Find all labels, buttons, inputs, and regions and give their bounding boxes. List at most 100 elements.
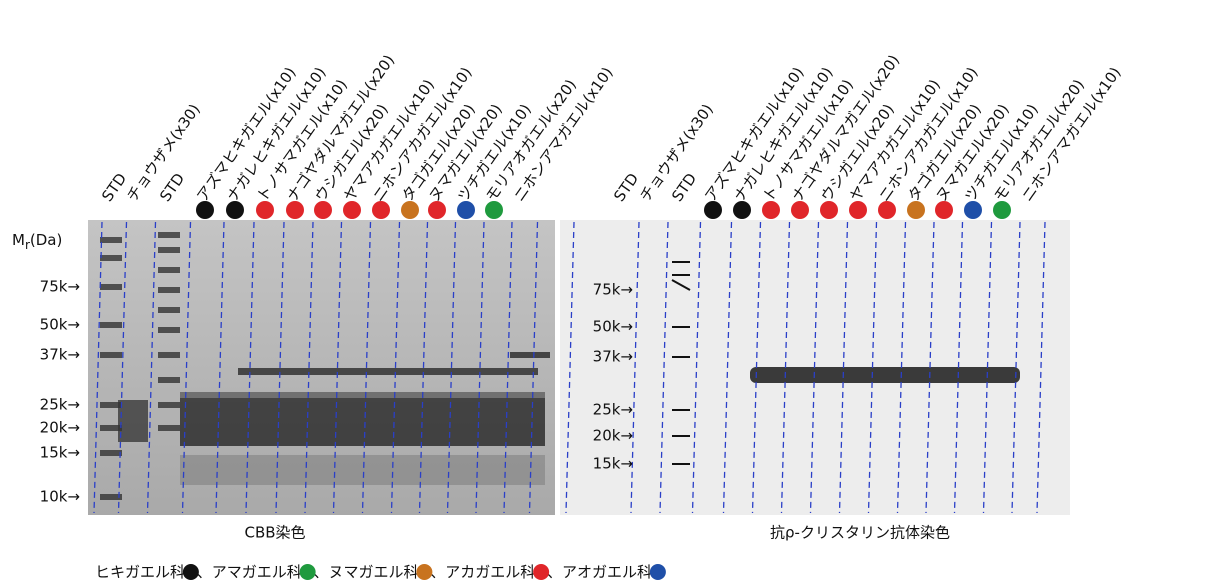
species-dot — [286, 201, 304, 219]
lane-divider — [925, 221, 935, 514]
ladder-band — [100, 402, 122, 408]
ladder-band — [158, 247, 180, 253]
lane-divider — [528, 221, 539, 514]
legend-name: アマガエル科 — [212, 563, 302, 581]
lane-label: STD — [610, 170, 642, 205]
marker-label: 25k→ — [593, 401, 633, 419]
lane-divider — [446, 221, 457, 514]
lane-divider — [275, 221, 285, 514]
ladder-band — [158, 352, 180, 358]
species-dot — [704, 201, 722, 219]
std-ladder — [100, 232, 691, 500]
ladder-band — [158, 232, 180, 238]
lane-divider — [1011, 221, 1021, 514]
legend-dot — [299, 564, 316, 580]
ladder-band — [158, 425, 180, 431]
legend-sep: 、 — [197, 563, 212, 581]
legend-dot — [416, 564, 433, 580]
ladder-band — [158, 402, 180, 408]
ladder-band — [158, 307, 180, 313]
species-dot — [457, 201, 475, 219]
lane-label: STD — [156, 170, 188, 205]
marker-label: 37k→ — [40, 346, 80, 364]
species-dot — [428, 201, 446, 219]
species-dot — [964, 201, 982, 219]
marker-label: 75k→ — [593, 281, 633, 299]
lane-divider — [245, 221, 255, 514]
marker-label: 75k→ — [40, 278, 80, 296]
legend-sep: 、 — [430, 563, 445, 581]
species-dot — [733, 201, 751, 219]
lane-divider — [418, 221, 429, 514]
lane-divider — [867, 221, 878, 514]
lane-label: STD — [98, 170, 130, 205]
lane-divider — [751, 221, 762, 514]
lane-divider — [215, 221, 225, 514]
lane-divider — [93, 221, 103, 514]
mr-part: M — [12, 231, 25, 249]
mr-part: (Da) — [30, 231, 62, 249]
legend-dot — [533, 564, 550, 580]
lane-divider — [982, 221, 993, 514]
legend-name: アカガエル科 — [445, 563, 535, 581]
marker-label: 50k→ — [593, 318, 633, 336]
species-dot — [907, 201, 925, 219]
legend-name: ヒキガエル科 — [95, 563, 185, 581]
lane-divider — [475, 221, 485, 514]
marker-label: 20k→ — [40, 419, 80, 437]
lane-divider — [361, 221, 372, 514]
lane-divider — [896, 221, 907, 514]
legend-sep: 、 — [313, 563, 328, 581]
legend-dot — [649, 564, 666, 580]
lane-divider — [390, 221, 401, 514]
lane-divider — [809, 221, 820, 514]
lane-divider — [780, 221, 791, 514]
marker-label: 15k→ — [593, 455, 633, 473]
lane-divider — [146, 221, 157, 514]
lane-divider — [630, 221, 640, 514]
ladder-band — [100, 284, 122, 290]
species-dot — [935, 201, 953, 219]
lane-divider — [304, 221, 314, 514]
species-dot — [343, 201, 361, 219]
marker-label: 10k→ — [40, 488, 80, 506]
lane-divider — [691, 221, 702, 514]
ladder-band — [100, 352, 122, 358]
lane-divider — [659, 221, 669, 514]
legend-sep: 、 — [547, 563, 562, 581]
ladder-band — [158, 267, 180, 273]
lane-divider — [722, 221, 733, 514]
mr-part: r — [25, 238, 30, 252]
species-dot — [314, 201, 332, 219]
ladder-band — [158, 327, 180, 333]
marker-label: 15k→ — [40, 444, 80, 462]
marker-label: 37k→ — [593, 348, 633, 366]
legend: ヒキガエル科()、アマガエル科()、ヌマガエル科()、アカガエル科()、アオガエ… — [95, 563, 664, 581]
species-dot — [372, 201, 390, 219]
species-dot — [878, 201, 896, 219]
marker-tick — [671, 279, 691, 291]
lane-label: STD — [668, 170, 700, 205]
mr-label: Mr(Da) — [12, 231, 62, 252]
ladder-band — [100, 494, 122, 500]
lane-divider — [838, 221, 849, 514]
lane-divider — [1036, 221, 1046, 514]
lane-divider — [503, 221, 513, 514]
ladder-band — [100, 255, 122, 261]
marker-label: 20k→ — [593, 427, 633, 445]
ladder-band — [158, 287, 180, 293]
caption: 抗ρ-クリスタリン抗体染色 — [770, 524, 950, 542]
lane-divider — [181, 221, 192, 514]
lane-divider — [117, 221, 128, 514]
species-dot — [762, 201, 780, 219]
species-dot — [401, 201, 419, 219]
ladder-band — [100, 425, 122, 431]
marker-label: 50k→ — [40, 316, 80, 334]
species-dot — [849, 201, 867, 219]
species-dot — [196, 201, 214, 219]
gel-bands — [118, 352, 1020, 485]
legend-dot — [182, 564, 199, 580]
caption: CBB染色 — [244, 524, 305, 542]
legend-name: アオガエル科 — [562, 563, 652, 581]
